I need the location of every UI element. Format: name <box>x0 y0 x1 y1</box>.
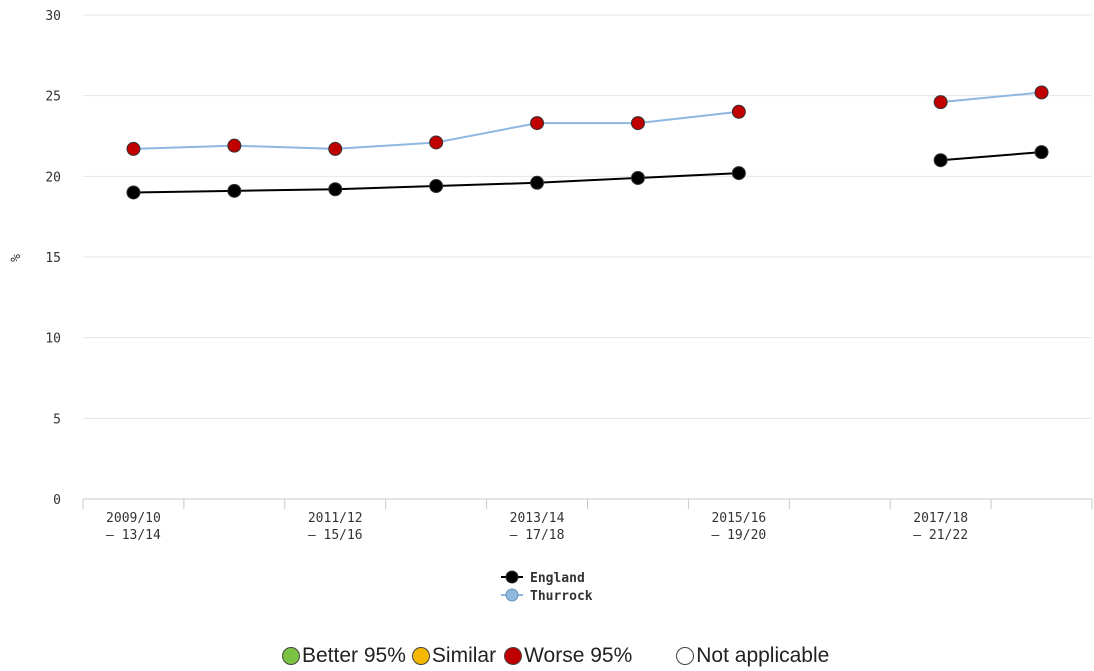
series-lines <box>133 91 1042 194</box>
key-item-worse: Worse 95% <box>504 644 632 668</box>
significance-key: Better 95% Similar Worse 95% Not applica… <box>282 642 982 670</box>
y-tick-label: 5 <box>53 412 61 427</box>
red-circle-icon <box>504 647 523 665</box>
data-point-thurrock <box>630 116 645 131</box>
key-label-similar: Similar <box>431 644 497 667</box>
x-tick-label: 2009/10 <box>106 511 161 526</box>
y-tick-label: 15 <box>45 251 61 266</box>
data-point-thurrock <box>933 95 948 110</box>
legend: England Thurrock <box>501 570 593 604</box>
x-tick-label: 2017/18 <box>913 511 968 526</box>
line-chart: 0 5 10 15 20 25 30 % 2009/10 – 13/14 2011/12 – 15… <box>9 9 1093 604</box>
data-point-thurrock <box>126 141 141 156</box>
x-tick-label: – 15/16 <box>308 528 363 543</box>
y-tick-label: 30 <box>45 9 61 24</box>
white-circle-icon <box>676 647 695 665</box>
data-point-england <box>227 183 242 198</box>
data-point-england <box>630 170 645 185</box>
key-item-similar: Similar <box>411 644 497 668</box>
data-point-england <box>328 182 343 197</box>
legend-label-thurrock: Thurrock <box>530 589 593 604</box>
data-point-thurrock <box>1034 85 1049 100</box>
legend-label-england: England <box>530 571 585 586</box>
y-axis-ticks: 0 5 10 15 20 25 30 <box>45 9 61 508</box>
y-tick-label: 20 <box>45 170 61 185</box>
y-tick-label: 10 <box>45 332 61 347</box>
key-label-not-applicable: Not applicable <box>696 644 830 667</box>
data-point-england <box>429 179 444 194</box>
gridlines <box>83 14 1092 500</box>
legend-marker-england <box>505 570 519 584</box>
data-point-thurrock <box>429 135 444 150</box>
legend-marker-thurrock <box>505 588 519 602</box>
data-point-england <box>530 175 545 190</box>
series-line-thurrock <box>940 91 1042 104</box>
x-tick-label: – 21/22 <box>913 528 968 543</box>
series-line-england <box>940 151 1042 162</box>
y-axis-label: % <box>9 254 24 262</box>
key-item-better: Better 95% <box>282 644 406 668</box>
legend-item-england[interactable]: England <box>501 570 585 586</box>
series-markers <box>126 85 1049 200</box>
yellow-circle-icon <box>411 647 430 665</box>
x-tick-label: 2015/16 <box>711 511 766 526</box>
data-point-england <box>126 185 141 200</box>
data-point-england <box>1034 145 1049 160</box>
legend-item-thurrock[interactable]: Thurrock <box>501 588 593 604</box>
key-item-not-applicable: Not applicable <box>676 644 829 668</box>
data-point-thurrock <box>328 141 343 156</box>
y-tick-label: 25 <box>45 90 61 105</box>
x-tick-label: 2011/12 <box>308 511 363 526</box>
x-tick-label: 2013/14 <box>510 511 565 526</box>
key-label-worse: Worse 95% <box>524 644 633 667</box>
key-label-better: Better 95% <box>302 644 406 667</box>
data-point-thurrock <box>530 116 545 131</box>
x-tick-label: – 17/18 <box>510 528 565 543</box>
green-circle-icon <box>282 647 300 665</box>
data-point-thurrock <box>731 104 746 119</box>
data-point-thurrock <box>227 138 242 153</box>
x-tick-label: – 13/14 <box>106 528 161 543</box>
data-point-england <box>933 153 948 168</box>
x-axis: 2009/10 – 13/14 2011/12 – 15/16 2013/14 – 17/… <box>82 499 1093 543</box>
x-tick-label: – 19/20 <box>711 528 766 543</box>
y-tick-label: 0 <box>53 493 61 508</box>
data-point-england <box>731 166 746 181</box>
